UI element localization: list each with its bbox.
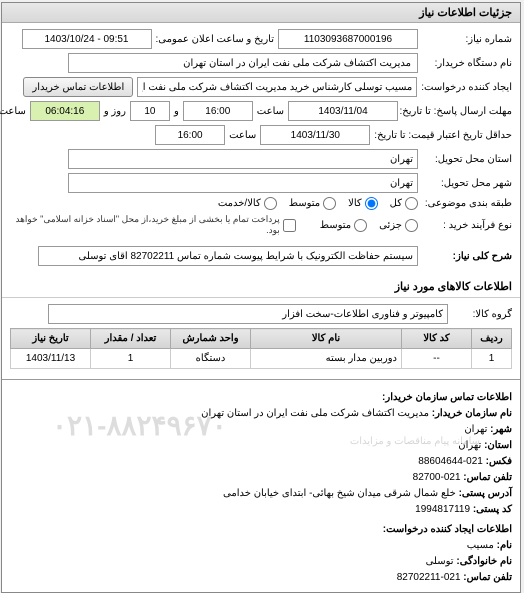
pt-medium-radio[interactable]: متوسط: [321, 219, 368, 232]
response-days-input[interactable]: [131, 101, 171, 121]
delivery-city-label: شهر محل تحویل:: [423, 178, 513, 189]
purchase-type-label: نوع فرآیند خرید :: [423, 220, 513, 231]
firstname-label: نام:: [498, 540, 513, 551]
org-name-label: نام سازمان خریدار:: [433, 408, 513, 419]
response-days-label: روز و: [105, 106, 127, 117]
col-name: نام کالا: [252, 329, 403, 349]
creator-phone-value: 021-82702211: [398, 572, 462, 583]
delivery-province-input[interactable]: [69, 149, 419, 169]
requester-input[interactable]: [138, 77, 418, 97]
postal-label: کد پستی:: [474, 504, 513, 515]
items-table: ردیف کد کالا نام کالا واحد شمارش تعداد /…: [11, 328, 513, 369]
cat-goods-radio[interactable]: کالا: [349, 197, 379, 210]
validity-time-input[interactable]: [156, 125, 226, 145]
address-value: خلع شمال شرقی میدان شیخ بهائی- ابتدای خی…: [224, 488, 457, 499]
lastname-value: توسلی: [427, 556, 455, 567]
footer-section: ۰۲۱-۸۸۲۴۹۶۷۰ سامانه پیام مناقصات و مزاید…: [3, 384, 521, 592]
pt-partial-radio[interactable]: جزئی: [380, 219, 419, 232]
org-title: اطلاعات تماس سازمان خریدار:: [383, 392, 513, 403]
form-section: شماره نیاز: تاریخ و ساعت اعلان عمومی: نا…: [3, 23, 521, 276]
table-row[interactable]: 1 -- دوربین مدار بسته دستگاه 1 1403/11/1…: [12, 349, 513, 369]
main-key-input[interactable]: [39, 246, 419, 266]
city-value: تهران: [465, 424, 488, 435]
response-deadline-label: مهلت ارسال پاسخ: تا تاریخ:: [403, 106, 513, 117]
validity-time-label: ساعت: [230, 130, 257, 141]
phone-value: 021-82700: [414, 472, 462, 483]
panel-title: جزئیات اطلاعات نیاز: [3, 3, 521, 23]
postal-value: 1994817119: [416, 504, 471, 515]
cat-all-radio[interactable]: کل: [391, 197, 419, 210]
address-label: آدرس پستی:: [460, 488, 513, 499]
province-label: استان:: [485, 440, 513, 451]
validity-date-input[interactable]: [261, 125, 371, 145]
lastname-label: نام خانوادگی:: [457, 556, 513, 567]
purchase-type-group: جزئی متوسط: [321, 219, 419, 232]
group-input[interactable]: [49, 304, 449, 324]
request-no-label: شماره نیاز:: [423, 34, 513, 45]
payment-note-checkbox[interactable]: پرداخت تمام یا بخشی از مبلغ خرید،از محل …: [11, 214, 297, 236]
public-date-label: تاریخ و ساعت اعلان عمومی:: [157, 34, 276, 45]
phone-label: تلفن تماس:: [464, 472, 513, 483]
cat-service-radio[interactable]: کالا/خدمت: [219, 197, 278, 210]
city-label: شهر:: [491, 424, 513, 435]
col-qty: تعداد / مقدار: [92, 329, 172, 349]
public-date-input[interactable]: [23, 29, 153, 49]
org-name: مدیریت اکتشاف شرکت ملی نفت ایران در استا…: [202, 408, 430, 419]
fax-label: فکس:: [487, 456, 513, 467]
buyer-device-label: نام دستگاه خریدار:: [423, 58, 513, 69]
fax-value: 021-88604644: [419, 456, 484, 467]
col-unit: واحد شمارش: [172, 329, 252, 349]
col-code: کد کالا: [403, 329, 473, 349]
buyer-device-input[interactable]: [69, 53, 419, 73]
cat-medium-radio[interactable]: متوسط: [290, 197, 337, 210]
col-date: تاریخ نیاز: [12, 329, 92, 349]
response-time-input[interactable]: [184, 101, 254, 121]
response-time-label: ساعت: [258, 106, 285, 117]
response-date-input[interactable]: [289, 101, 399, 121]
request-no-input[interactable]: [279, 29, 419, 49]
items-section-title: اطلاعات کالاهای مورد نیاز: [3, 276, 521, 298]
category-label: طبقه بندی موضوعی:: [423, 198, 513, 209]
col-row: ردیف: [473, 329, 513, 349]
creator-phone-label: تلفن تماس:: [464, 572, 513, 583]
creator-title: اطلاعات ایجاد کننده درخواست:: [384, 524, 513, 535]
remain-time-input: [31, 101, 101, 121]
firstname-value: مسیب: [468, 540, 495, 551]
main-key-label: شرح کلی نیاز:: [423, 251, 513, 262]
remain-label: ساعت باقی مانده: [0, 106, 27, 117]
contact-buyer-button[interactable]: اطلاعات تماس خریدار: [24, 77, 134, 97]
province-value: تهران: [459, 440, 482, 451]
delivery-city-input[interactable]: [69, 173, 419, 193]
validity-label: حداقل تاریخ اعتبار قیمت: تا تاریخ:: [375, 130, 513, 141]
group-label: گروه کالا:: [453, 309, 513, 320]
requester-label: ایجاد کننده درخواست:: [422, 82, 513, 93]
delivery-province-label: استان محل تحویل:: [423, 154, 513, 165]
category-radio-group: کل کالا متوسط کالا/خدمت: [219, 197, 419, 210]
response-and-label: و: [175, 106, 180, 117]
